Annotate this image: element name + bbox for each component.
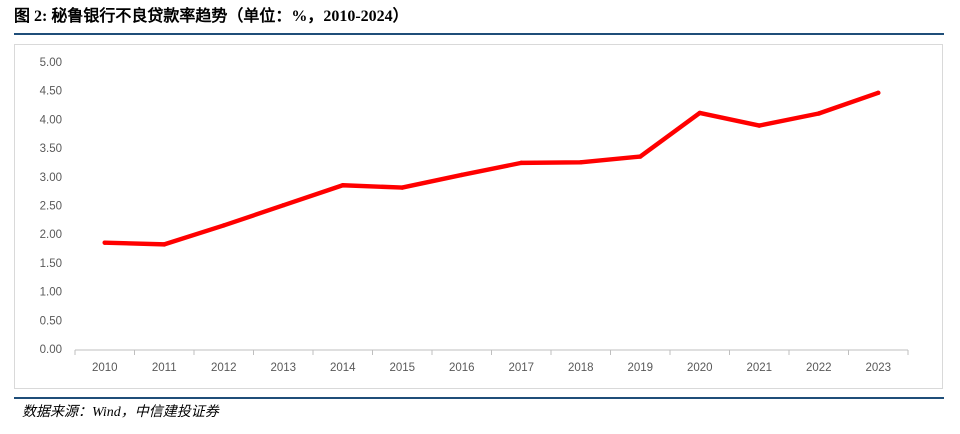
data-point-2020 [697,110,702,116]
x-tick-label: 2023 [865,362,891,374]
chart-title: 图 2: 秘鲁银行不良贷款率趋势（单位：%，2010-2024） [14,8,409,25]
line-chart: 0.00 0.50 1.00 1.50 2.00 2.50 3.00 3.50 4.00 4.50… [40,57,909,374]
x-tick-label: 2019 [627,362,653,374]
x-tick-label: 2017 [508,362,534,374]
y-tick-label: 2.50 [40,201,62,213]
data-point-2023 [876,90,881,96]
y-axis-labels: 0.00 0.50 1.00 1.50 2.00 2.50 3.00 3.50 4.00 4.50… [40,57,62,356]
x-tick-label: 2018 [568,362,594,374]
data-point-2014 [340,183,345,188]
y-tick-label: 0.50 [40,315,62,327]
y-tick-label: 3.00 [40,172,62,184]
data-point-2017 [519,160,524,166]
y-tick-label: 5.00 [40,57,62,69]
x-axis [74,349,909,355]
data-point-2019 [638,154,643,159]
x-tick-label: 2012 [211,362,237,374]
y-tick-label: 0.00 [40,344,62,356]
data-point-2022 [816,111,821,116]
data-point-2011 [162,242,167,247]
y-tick-label: 4.50 [40,86,62,98]
x-tick-label: 2010 [92,362,118,374]
chart-frame: 0.00 0.50 1.00 1.50 2.00 2.50 3.00 3.50 4.00 4.50… [14,44,943,389]
data-point-2021 [757,123,762,128]
x-tick-label: 2014 [330,362,356,374]
data-point-2018 [578,160,583,165]
y-tick-label: 1.50 [40,258,62,270]
x-tick-label: 2011 [152,362,177,374]
x-tick-label: 2015 [389,362,415,374]
x-tick-label: 2021 [746,362,772,374]
data-point-2012 [221,223,226,228]
series-line [102,90,881,247]
data-point-2016 [459,172,464,178]
data-point-2010 [102,240,107,245]
series-group [102,90,881,247]
title-rule [14,33,944,35]
x-axis-labels: 2010 2011 2012 2013 2014 2015 2016 2017 2018 2019… [92,362,891,374]
y-tick-label: 2.00 [40,229,62,241]
data-point-2013 [281,203,286,208]
y-tick-label: 3.50 [40,143,62,155]
source-note: 数据来源：Wind，中信建投证券 [22,405,219,420]
x-tick-label: 2022 [806,362,832,374]
x-tick-label: 2016 [449,362,475,374]
y-tick-label: 1.00 [40,287,62,299]
footer-rule [14,397,944,399]
y-tick-label: 4.00 [40,114,62,126]
x-tick-label: 2020 [687,362,713,374]
data-point-2015 [400,185,405,190]
x-tick-label: 2013 [270,362,296,374]
